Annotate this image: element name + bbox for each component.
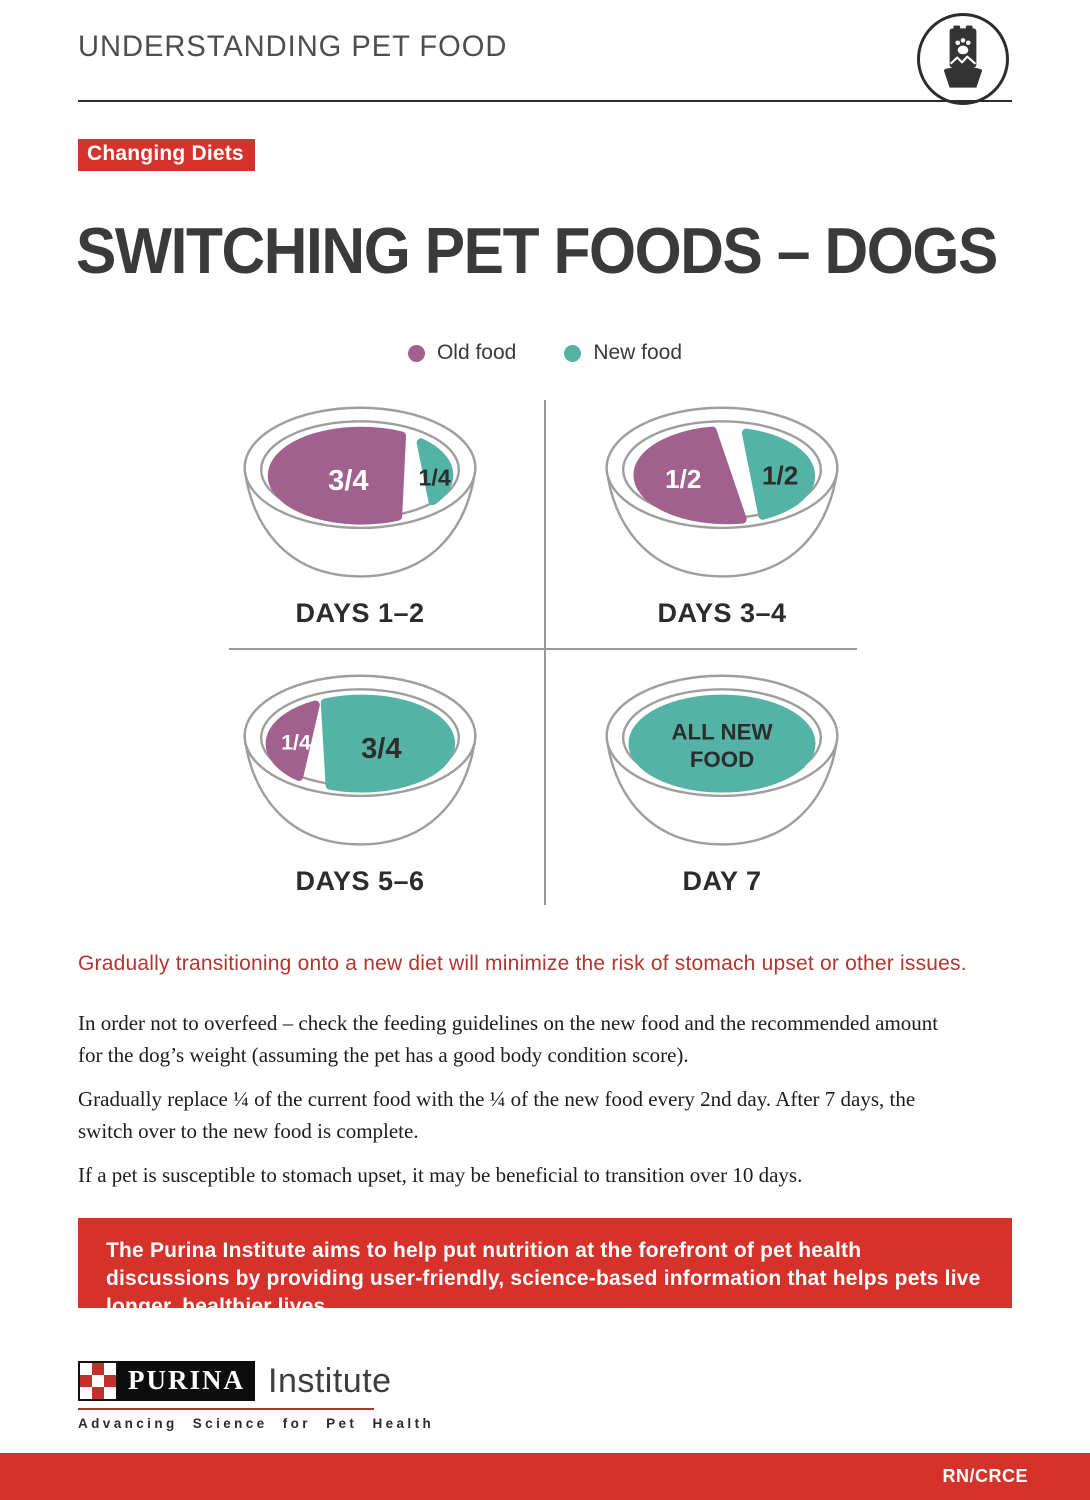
bowl-label-days-5-6: DAYS 5–6 bbox=[295, 866, 425, 896]
logo-divider bbox=[78, 1408, 374, 1410]
pet-food-bag-and-bowl-icon bbox=[917, 13, 1009, 105]
paragraph-stomach-upset: If a pet is susceptible to stomach upset… bbox=[78, 1163, 803, 1187]
page-title: SWITCHING PET FOODS – DOGS bbox=[76, 214, 998, 287]
new-fraction-label: 1/4 bbox=[418, 464, 450, 490]
legend-new-label: New food bbox=[593, 341, 683, 364]
bowl-label-days-3-4: DAYS 3–4 bbox=[657, 598, 787, 628]
old-food-dot-icon bbox=[407, 344, 425, 362]
bowl-day-7: ALL NEW FOOD bbox=[605, 674, 839, 846]
new-food-portion bbox=[741, 428, 816, 520]
diagram-horizontal-divider bbox=[229, 648, 857, 650]
header-divider bbox=[78, 100, 1012, 102]
purina-checkerboard-icon bbox=[78, 1361, 118, 1401]
footer-bar: RN/CRCE bbox=[0, 1453, 1090, 1500]
legend-item-new-food: New food bbox=[564, 341, 682, 365]
pet-food-icon-graphic bbox=[943, 25, 983, 88]
old-food-portion bbox=[633, 426, 747, 525]
old-food-portion bbox=[265, 700, 320, 781]
new-food-dot-icon bbox=[564, 344, 582, 362]
all-new-food-label-line2: FOOD bbox=[690, 747, 754, 772]
bowl-label-day-7: DAY 7 bbox=[682, 866, 762, 896]
paragraph-overfeed: In order not to overfeed – check the fee… bbox=[78, 1011, 939, 1067]
old-fraction-label: 3/4 bbox=[328, 465, 368, 497]
page-header-title: UNDERSTANDING PET FOOD bbox=[78, 30, 508, 63]
institute-wordmark: Institute bbox=[268, 1362, 392, 1400]
new-fraction-label: 1/2 bbox=[762, 460, 798, 490]
new-food-portion bbox=[416, 438, 454, 506]
body-copy: In order not to overfeed – check the fee… bbox=[78, 1008, 964, 1205]
old-fraction-label: 1/2 bbox=[665, 464, 701, 494]
section-badge: Changing Diets bbox=[78, 139, 255, 171]
new-food-portion bbox=[628, 694, 816, 793]
bowl-label-days-1-2: DAYS 1–2 bbox=[295, 598, 425, 628]
bowl-days-3-4: 1/2 1/2 bbox=[605, 406, 839, 578]
highlight-sentence: Gradually transitioning onto a new diet … bbox=[78, 952, 967, 975]
bowl-days-5-6: 1/4 3/4 bbox=[243, 674, 477, 846]
new-fraction-label: 3/4 bbox=[361, 733, 401, 765]
purina-wordmark: PURINA bbox=[118, 1361, 255, 1401]
old-fraction-label: 1/4 bbox=[281, 730, 311, 754]
footer-code: RN/CRCE bbox=[942, 1466, 1028, 1486]
legend-old-label: Old food bbox=[436, 341, 517, 364]
logo-tagline: Advancing Science for Pet Health bbox=[78, 1416, 435, 1431]
paragraph-replace-quarter: Gradually replace ¼ of the current food … bbox=[78, 1087, 916, 1143]
new-food-portion bbox=[320, 694, 456, 793]
bowl-days-1-2: 3/4 1/4 bbox=[243, 406, 477, 578]
legend: Old food New food bbox=[0, 341, 1090, 365]
old-food-portion bbox=[267, 426, 407, 525]
all-new-food-label-line1: ALL NEW bbox=[671, 720, 773, 745]
diagram-vertical-divider bbox=[544, 400, 546, 905]
purina-institute-callout: The Purina Institute aims to help put nu… bbox=[78, 1218, 1012, 1318]
legend-item-old-food: Old food bbox=[407, 341, 517, 365]
purina-institute-logo: PURINA Institute Advancing Science for P… bbox=[78, 1361, 434, 1431]
